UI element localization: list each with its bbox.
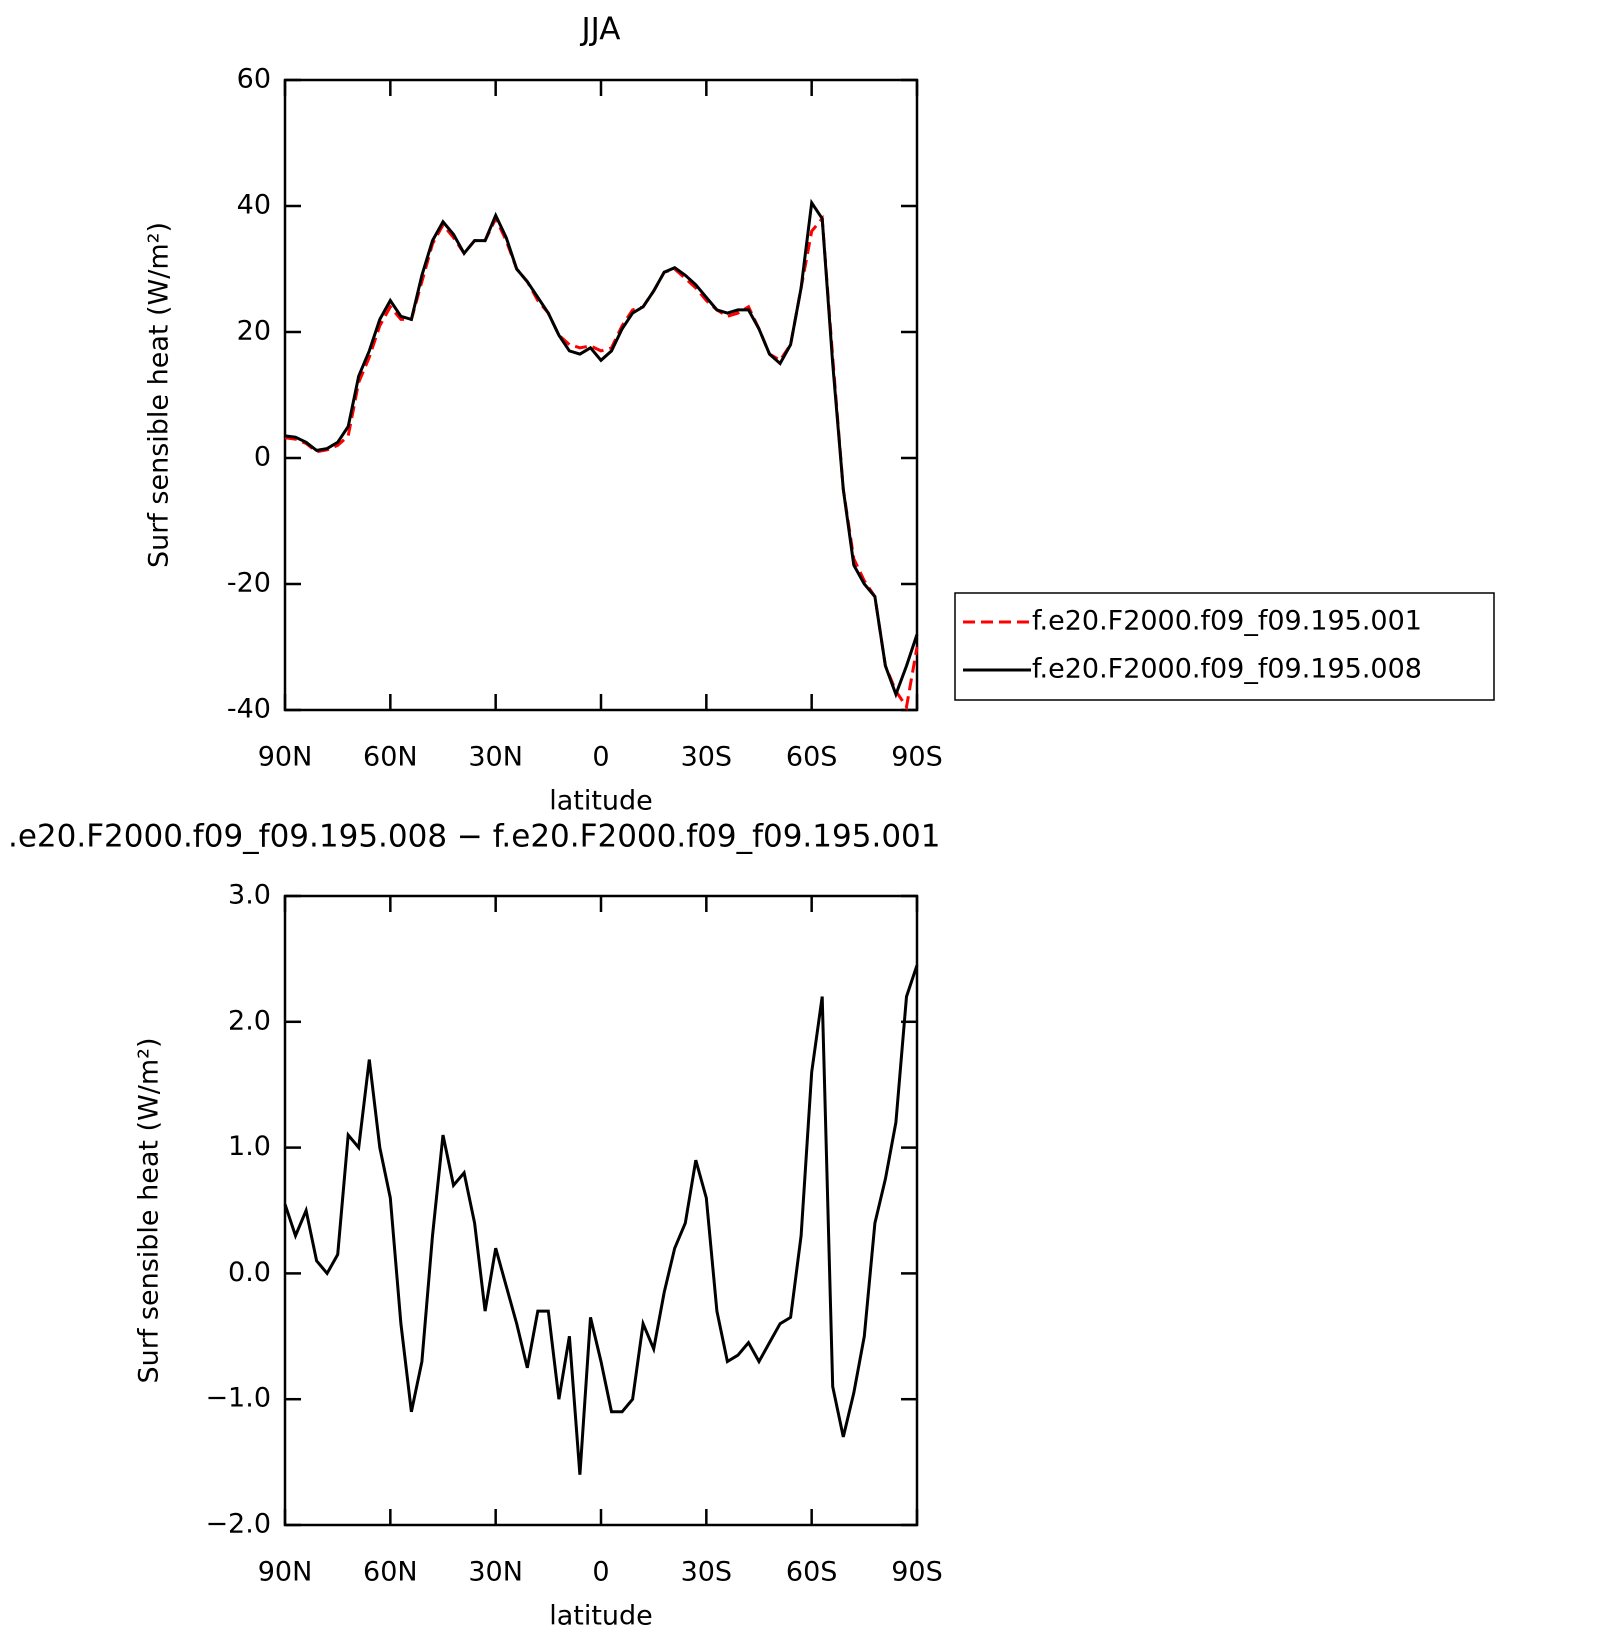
plot-frame <box>283 78 919 712</box>
y-tick-label: 1.0 <box>228 1131 271 1162</box>
x-tick-label: 90N <box>258 1557 313 1588</box>
x-tick-label: 60N <box>363 742 418 773</box>
x-tick-label: 90S <box>891 1557 943 1588</box>
y-tick-label: −2.0 <box>205 1509 271 1540</box>
data-line <box>284 198 919 699</box>
x-axis-label: latitude <box>549 786 653 817</box>
y-tick-label: -40 <box>227 694 271 725</box>
legend-label: f.e20.F2000.f09_f09.195.008 <box>1032 654 1422 685</box>
chart-title: JJA <box>580 12 621 48</box>
y-tick-label: 0.0 <box>228 1257 271 1288</box>
y-axis-label: Surf sensible heat (W/m²) <box>144 222 175 568</box>
x-tick-label: 60N <box>363 1557 418 1588</box>
data-line <box>284 214 919 711</box>
y-tick-label: 0 <box>254 442 271 473</box>
data-line <box>283 964 919 1475</box>
x-tick-label: 30S <box>681 742 733 773</box>
x-tick-label: 0 <box>592 1557 609 1588</box>
y-tick-label: 60 <box>237 64 271 95</box>
y-tick-label: -20 <box>227 568 271 599</box>
x-tick-label: 30N <box>468 1557 523 1588</box>
x-tick-label: 0 <box>592 742 609 773</box>
x-tick-label: 90S <box>891 742 943 773</box>
x-tick-label: 60S <box>786 1557 838 1588</box>
legend-label: f.e20.F2000.f09_f09.195.001 <box>1032 606 1422 637</box>
x-tick-label: 60S <box>786 742 838 773</box>
chart-title: .e20.F2000.f09_f09.195.008 − f.e20.F2000… <box>8 819 940 855</box>
y-tick-label: −1.0 <box>205 1383 271 1414</box>
x-axis-label: latitude <box>549 1601 653 1632</box>
plot-frame <box>283 894 919 1527</box>
y-axis-label: Surf sensible heat (W/m²) <box>134 1037 165 1383</box>
legend-box <box>954 592 1495 701</box>
y-tick-label: 3.0 <box>228 880 271 911</box>
x-tick-label: 30N <box>468 742 523 773</box>
y-tick-label: 40 <box>237 190 271 221</box>
y-tick-label: 2.0 <box>228 1005 271 1036</box>
y-tick-label: 20 <box>237 316 271 347</box>
x-tick-label: 30S <box>681 1557 733 1588</box>
x-tick-label: 90N <box>258 742 313 773</box>
